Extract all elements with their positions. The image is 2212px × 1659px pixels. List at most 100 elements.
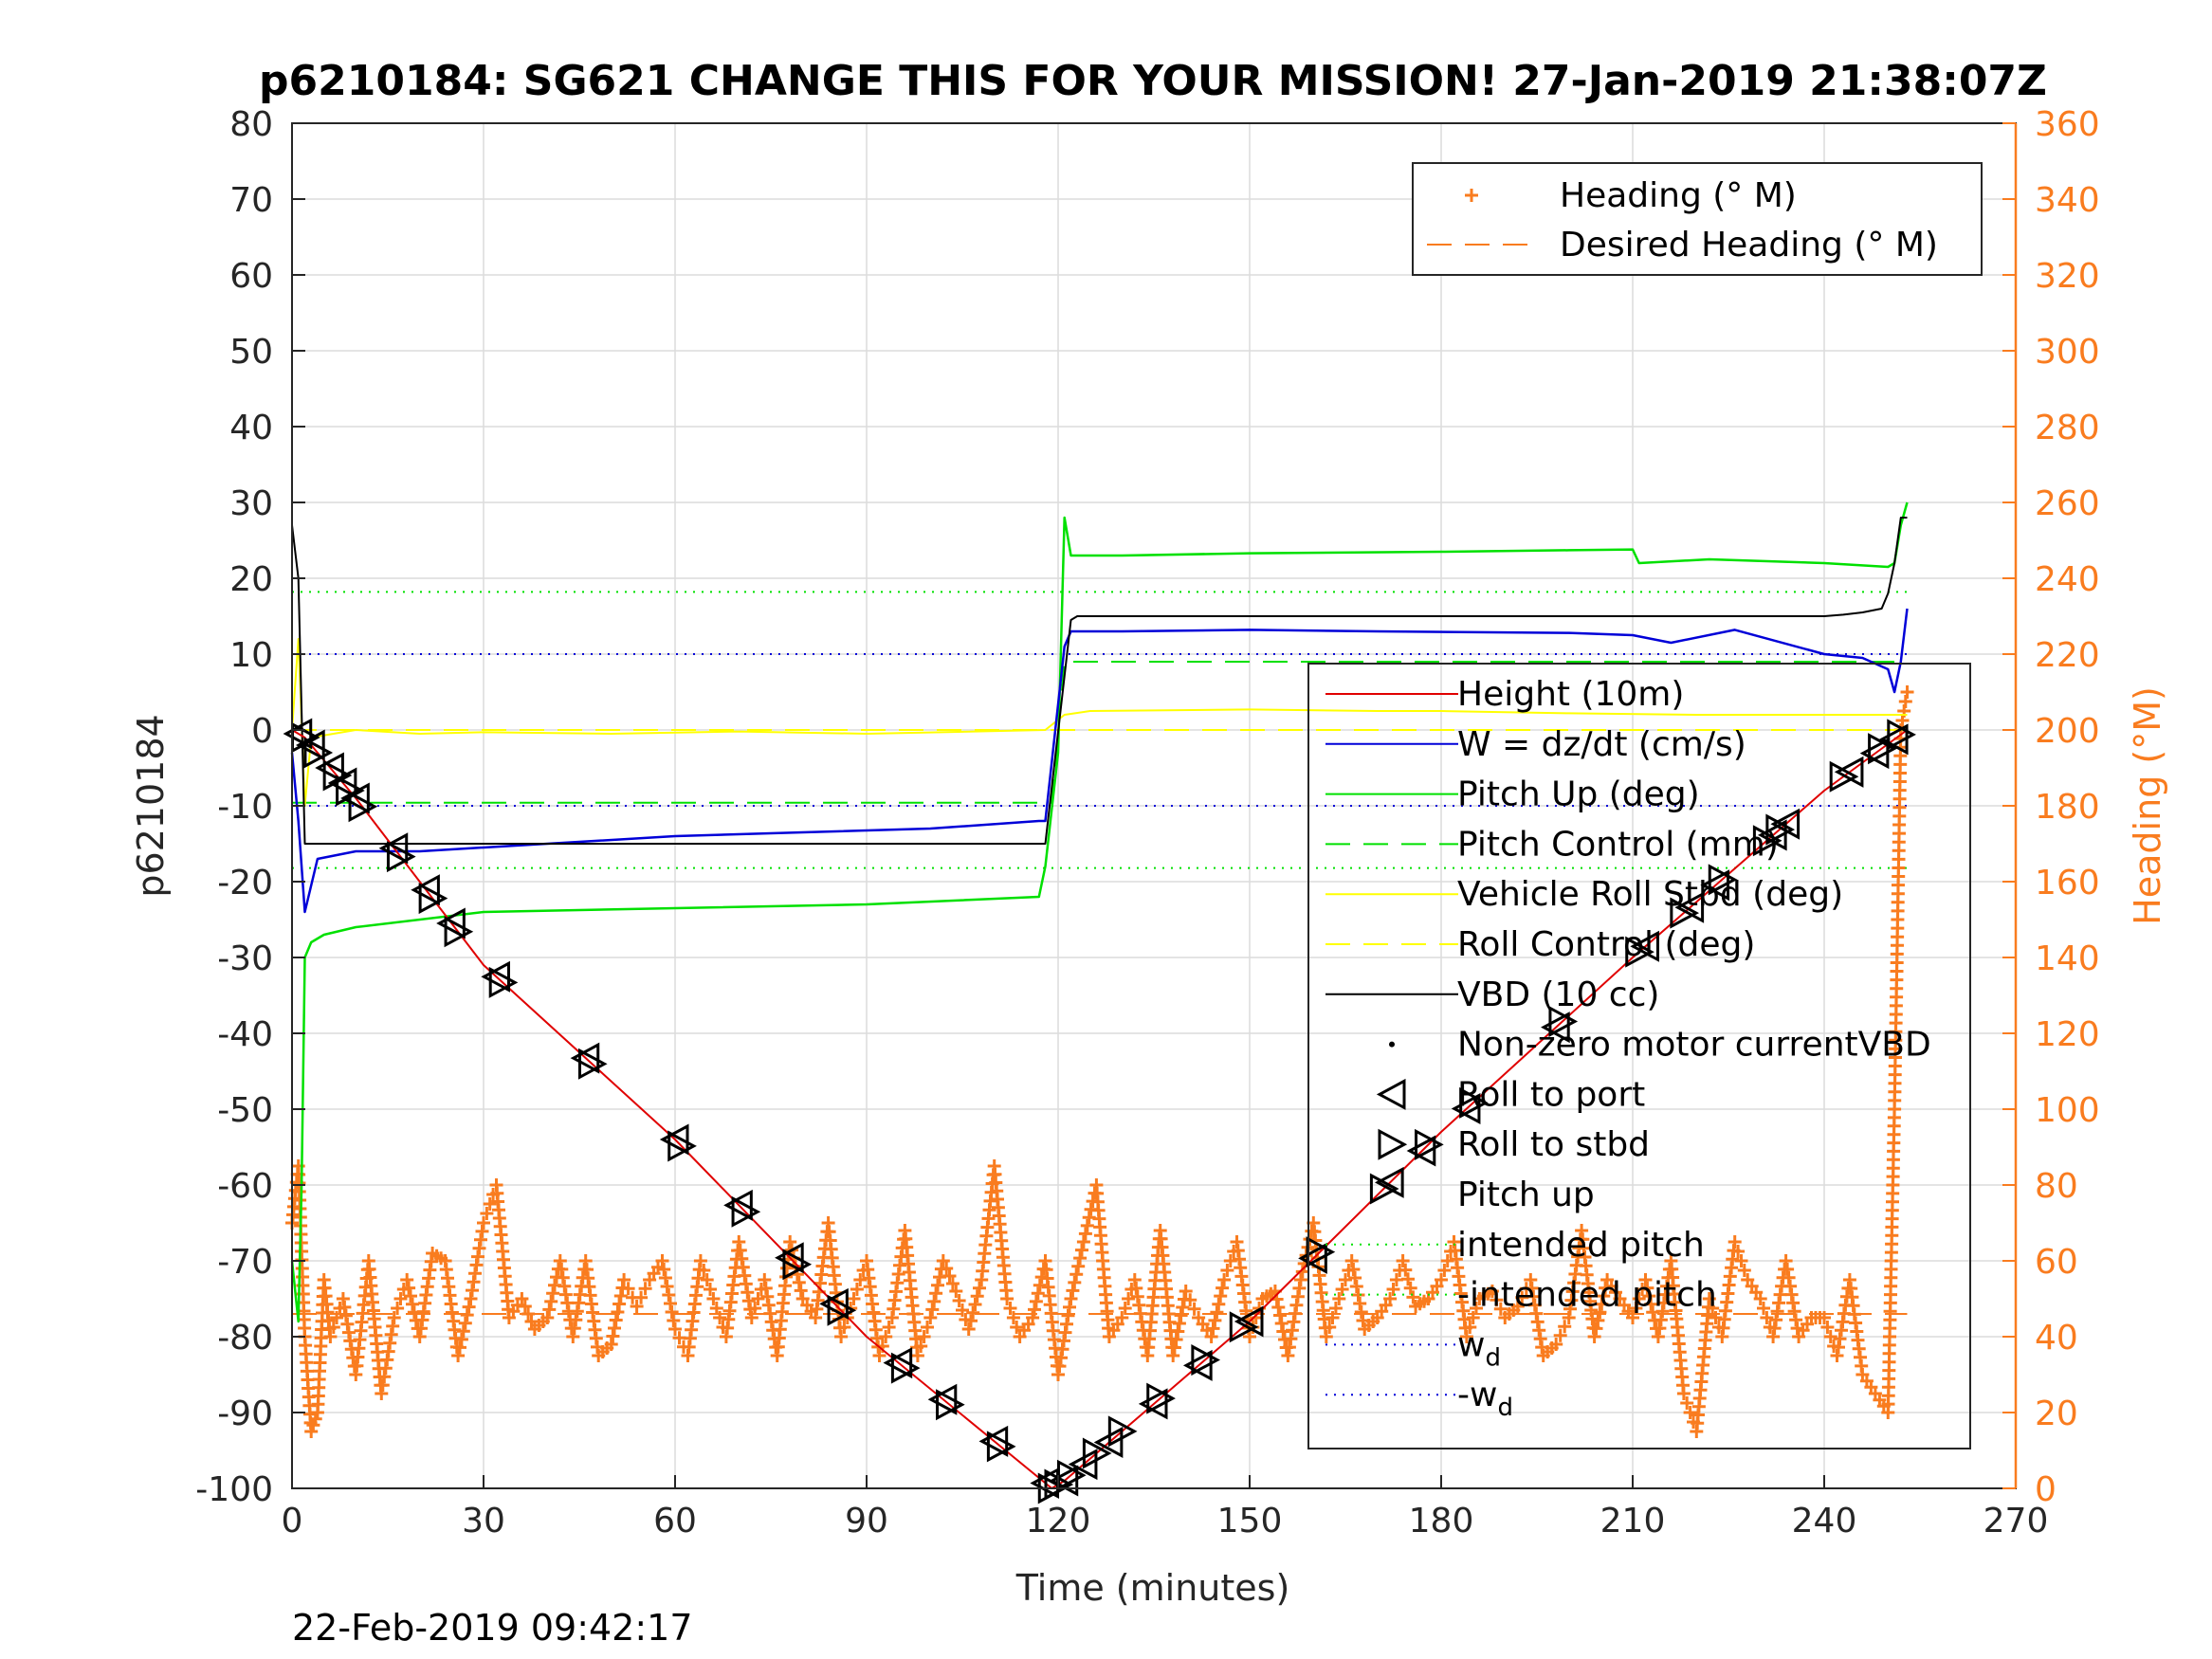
x-tick-label: 0 [282, 1502, 303, 1540]
heading-point [1401, 1272, 1415, 1286]
heading-point [1589, 1322, 1603, 1336]
heading-point [515, 1292, 529, 1305]
y-tick-label: -80 [217, 1319, 273, 1358]
heading-point [879, 1330, 893, 1343]
heading-point [1206, 1322, 1220, 1336]
heading-point [460, 1308, 474, 1322]
heading-point [1644, 1297, 1658, 1311]
heading-point [1172, 1317, 1186, 1330]
roll-to-stbd-marker [1459, 1086, 1489, 1119]
heading-point [1632, 1292, 1646, 1305]
heading-point [1640, 1281, 1654, 1295]
roll-to-port-marker [1451, 1092, 1481, 1124]
heading-point [1676, 1387, 1691, 1400]
heading-point [792, 1275, 806, 1289]
heading-point [668, 1322, 682, 1336]
heading-point [1702, 1292, 1716, 1305]
roll-markers [283, 718, 1916, 1504]
legend-swatch [1378, 1128, 1408, 1160]
roll-to-stbd-marker [1146, 1382, 1176, 1414]
roll-to-port-marker [1770, 808, 1801, 840]
heading-point [1069, 1267, 1084, 1282]
x-tick-label: 150 [1217, 1502, 1283, 1540]
heading-point [973, 1281, 986, 1295]
y-tick-label: -100 [195, 1470, 273, 1509]
roll-to-port-marker [819, 1287, 849, 1320]
y-tick-label: -20 [217, 864, 273, 902]
heading-point [956, 1304, 969, 1317]
heading-point [1171, 1324, 1185, 1339]
y-tick-label: -90 [217, 1395, 273, 1433]
y2-tick-label: 100 [2035, 1091, 2100, 1130]
heading-point [964, 1314, 978, 1328]
roll-to-port-marker [570, 1042, 600, 1074]
heading-point [1169, 1333, 1183, 1346]
heading-point [961, 1322, 976, 1336]
heading-point [929, 1286, 943, 1301]
roll-to-stbd-marker [488, 966, 519, 998]
heading-point [1587, 1330, 1601, 1343]
heading-point [1734, 1254, 1748, 1267]
y2-tick-label: 0 [2035, 1470, 2057, 1509]
roll-to-stbd-marker [418, 883, 448, 915]
heading-point [1068, 1275, 1082, 1289]
heading-point [1166, 1349, 1180, 1362]
roll-to-stbd-marker [577, 1048, 608, 1080]
heading-point [1558, 1320, 1572, 1334]
y-tick-label: 30 [229, 484, 273, 523]
heading-point [1073, 1251, 1088, 1266]
heading-point [1066, 1284, 1080, 1298]
heading-point [1398, 1263, 1413, 1277]
heading-point [391, 1302, 405, 1315]
series-vehicle-roll-stbd-deg [291, 638, 1908, 807]
heading-point [540, 1311, 555, 1324]
heading-series [285, 685, 1914, 1438]
roll-to-stbd-marker [444, 916, 474, 948]
heading-point [1003, 1302, 1017, 1315]
heading-point [704, 1283, 717, 1296]
heading-point [1470, 1302, 1483, 1315]
series-pitch-up-deg [290, 501, 1909, 1323]
heading-point [1459, 1330, 1473, 1343]
heading-point [1271, 1301, 1286, 1314]
roll-to-stbd-marker [303, 737, 334, 769]
heading-point [952, 1294, 966, 1307]
y2-tick-label: 220 [2035, 636, 2100, 675]
y-tick-label: 80 [229, 105, 273, 144]
y2-tick-label: 360 [2035, 105, 2100, 144]
legend-subscript: d [1497, 1394, 1513, 1422]
heading-point [1349, 1280, 1363, 1293]
roll-to-port-marker [1298, 1242, 1327, 1274]
heading-point [458, 1316, 472, 1330]
heading-point [1591, 1313, 1605, 1327]
roll-to-stbd-marker [1670, 897, 1700, 929]
y2-tick-label: 200 [2035, 712, 2100, 751]
heading-point [660, 1280, 674, 1293]
heading-point [1176, 1301, 1190, 1314]
heading-point [1080, 1218, 1094, 1232]
heading-point [1396, 1254, 1410, 1267]
legend-label-non-zero-motor-currentvbd: Non-zero motor currentVBD [1457, 1026, 1931, 1065]
heading-point [1216, 1281, 1230, 1295]
roll-to-stbd-marker [1708, 864, 1738, 896]
legend-heading-marker [1465, 189, 1478, 202]
heading-point [882, 1321, 896, 1334]
heading-point [700, 1273, 714, 1286]
y-tick-label: 60 [229, 257, 273, 296]
heading-point [837, 1321, 851, 1334]
y2-tick-label: 120 [2035, 1015, 2100, 1054]
y-tick-label: 20 [229, 560, 273, 599]
heading-point [638, 1282, 652, 1296]
legend-label-roll-to-port: Roll to port [1457, 1075, 1645, 1114]
heading-point [621, 1282, 635, 1296]
heading-point [748, 1302, 762, 1315]
heading-point [456, 1324, 470, 1339]
heading-point [400, 1273, 414, 1286]
heading-point [323, 1330, 338, 1343]
heading-point [546, 1286, 560, 1301]
heading-point [1029, 1294, 1043, 1308]
x-axis: 0 30 60 90 120 150 180 210 240 270 [282, 1475, 2048, 1540]
y-tick-label: 40 [229, 409, 273, 447]
heading-point [927, 1294, 941, 1308]
roll-to-stbd-marker [386, 841, 416, 873]
